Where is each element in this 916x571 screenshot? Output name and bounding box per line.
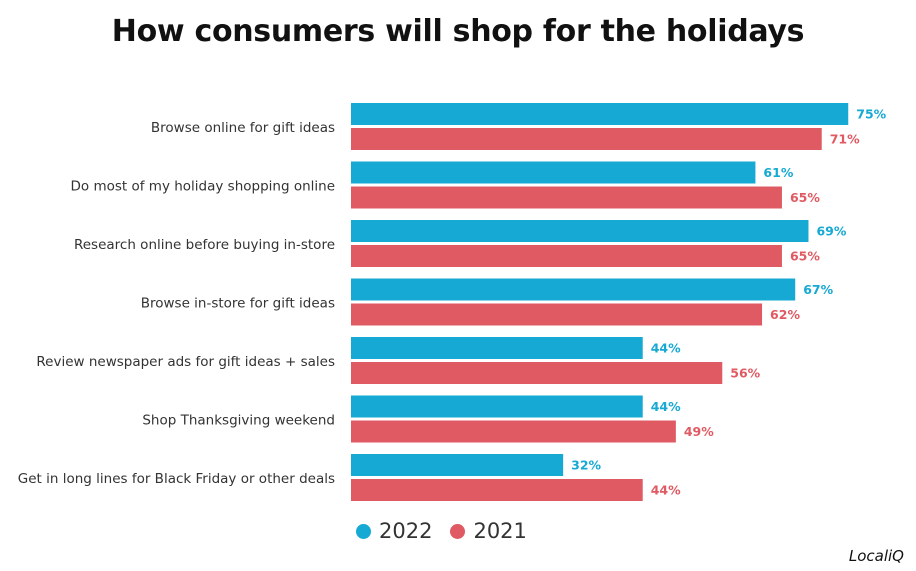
bar-2021-cat-5 xyxy=(351,420,676,443)
bar-2022-cat-6 xyxy=(351,454,564,476)
bar-2021-cat-2 xyxy=(351,245,782,267)
legend-label-2022: 2022 xyxy=(379,519,433,543)
value-label-2022-cat-0: 75% xyxy=(856,107,886,122)
bar-2021-cat-1 xyxy=(351,186,782,209)
value-label-2021-cat-0: 71% xyxy=(830,132,860,147)
bar-2022-cat-1 xyxy=(351,161,756,184)
category-label-0: Browse online for gift ideas xyxy=(151,120,335,136)
value-label-2021-cat-1: 65% xyxy=(790,190,820,205)
bar-2022-cat-4 xyxy=(351,337,643,359)
legend-item-2021: 2021 xyxy=(450,519,527,543)
value-label-2021-cat-2: 65% xyxy=(790,249,820,264)
bar-2022-cat-0 xyxy=(351,103,849,125)
value-label-2021-cat-3: 62% xyxy=(770,307,800,322)
category-label-2: Research online before buying in-store xyxy=(74,237,335,253)
value-label-2022-cat-2: 69% xyxy=(816,224,846,239)
value-label-2022-cat-4: 44% xyxy=(651,341,681,356)
value-label-2022-cat-5: 44% xyxy=(651,399,681,414)
legend-dot-2022 xyxy=(356,523,371,539)
bar-2021-cat-6 xyxy=(351,479,643,501)
bar-2021-cat-3 xyxy=(351,303,763,326)
source-credit: LocaliQ xyxy=(848,547,904,565)
legend: 2022 2021 xyxy=(356,519,545,543)
legend-dot-2021 xyxy=(450,523,466,539)
bar-2022-cat-3 xyxy=(351,278,796,301)
category-label-6: Get in long lines for Black Friday or ot… xyxy=(18,471,335,487)
bar-2022-cat-5 xyxy=(351,395,643,418)
legend-label-2021: 2021 xyxy=(473,519,527,543)
value-label-2021-cat-6: 44% xyxy=(651,483,681,498)
category-label-3: Browse in-store for gift ideas xyxy=(141,296,335,312)
category-label-5: Shop Thanksgiving weekend xyxy=(142,413,335,429)
value-label-2021-cat-5: 49% xyxy=(684,424,714,439)
value-label-2022-cat-6: 32% xyxy=(571,458,601,473)
chart-title: How consumers will shop for the holidays xyxy=(111,14,805,49)
bar-2022-cat-2 xyxy=(351,220,809,242)
value-label-2021-cat-4: 56% xyxy=(730,366,760,381)
category-label-1: Do most of my holiday shopping online xyxy=(71,179,335,195)
value-label-2022-cat-3: 67% xyxy=(803,282,833,297)
value-label-2022-cat-1: 61% xyxy=(763,165,793,180)
bar-2021-cat-4 xyxy=(351,362,723,384)
category-label-4: Review newspaper ads for gift ideas + sa… xyxy=(36,354,335,370)
legend-item-2022: 2022 xyxy=(356,519,432,543)
bar-2021-cat-0 xyxy=(351,128,822,150)
